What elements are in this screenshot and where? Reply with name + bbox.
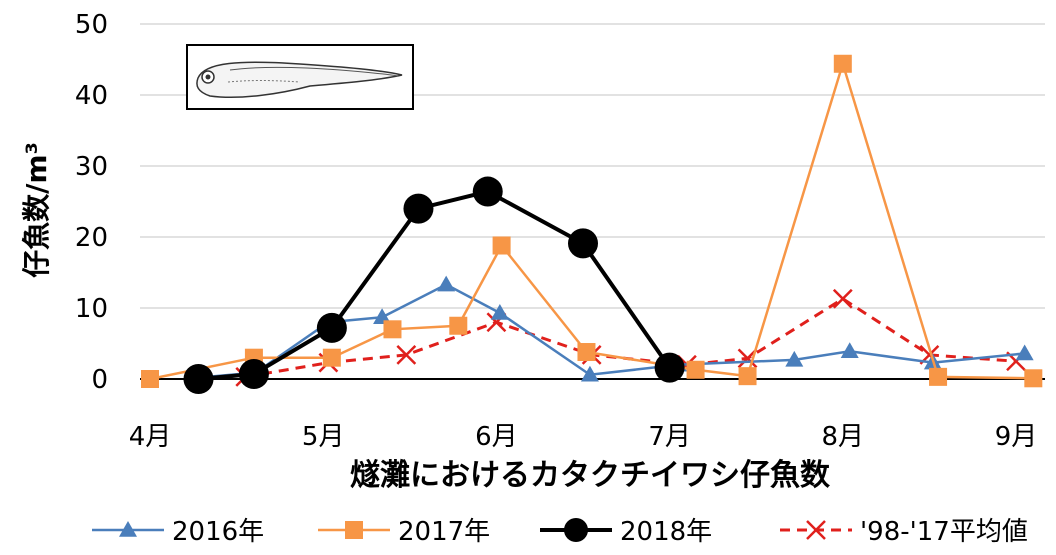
data-point (396, 344, 417, 365)
x-tick-label: 9月 (995, 422, 1038, 452)
legend-item: 2018年 (540, 517, 712, 547)
x-tick-label: 5月 (302, 422, 345, 452)
data-point (141, 370, 159, 388)
y-tick-label: 40 (75, 81, 108, 111)
data-point (119, 521, 137, 537)
data-point (833, 54, 852, 73)
data-point (316, 312, 347, 343)
data-point (490, 303, 509, 320)
series-line (245, 296, 1017, 379)
x-tick-label: 7月 (648, 422, 691, 452)
data-point (238, 359, 269, 390)
series-3 (235, 288, 1026, 387)
series-line (149, 59, 1034, 381)
x-tick-labels: 4月 5月 6月 7月 8月 9月 (129, 422, 1038, 452)
legend-label: 2017年 (398, 517, 490, 547)
series-2 (183, 176, 685, 394)
legend-label: 2018年 (620, 517, 712, 547)
x-tick-label: 8月 (822, 422, 865, 452)
legend-label: '98-'17平均値 (860, 517, 1028, 547)
data-point (577, 343, 596, 362)
data-point (568, 228, 598, 259)
data-point (449, 316, 468, 335)
data-point (1015, 344, 1034, 361)
legend-item: '98-'17平均値 (780, 517, 1028, 547)
data-point (654, 352, 685, 383)
data-point (322, 348, 341, 367)
x-axis-label: 燧灘におけるカタクチイワシ仔魚数 (350, 458, 831, 493)
x-tick-label: 6月 (475, 422, 518, 452)
series-layer (141, 54, 1043, 394)
data-point (472, 176, 503, 207)
data-point (492, 236, 511, 255)
data-point (564, 518, 588, 542)
data-point (183, 364, 214, 394)
data-point (383, 320, 402, 339)
legend: 2016年 2017年 2018年 '98-'17平均値 (92, 517, 1028, 547)
y-tick-label: 10 (75, 294, 108, 324)
y-tick-label: 50 (75, 10, 108, 40)
y-tick-label: 0 (91, 365, 108, 395)
legend-item: 2017年 (318, 517, 490, 547)
data-point (373, 308, 392, 324)
data-point (345, 521, 363, 539)
data-point (1024, 369, 1043, 388)
y-tick-label: 20 (75, 223, 108, 253)
data-point (929, 367, 948, 386)
data-point (806, 520, 826, 540)
x-tick-label: 4月 (129, 422, 172, 452)
series-0 (189, 275, 1034, 385)
data-point (686, 360, 705, 379)
data-point (580, 365, 599, 382)
legend-label: 2016年 (172, 517, 264, 547)
y-tick-labels: 0 10 20 30 40 50 (75, 10, 108, 395)
data-point (832, 288, 853, 309)
series-line (198, 189, 672, 381)
data-point (840, 342, 859, 359)
data-point (437, 275, 456, 292)
y-tick-label: 30 (75, 152, 108, 182)
larva-illustration (186, 44, 414, 110)
data-point (738, 367, 757, 386)
series-line (198, 283, 1025, 379)
data-point (785, 350, 804, 367)
y-axis-label: 仔魚数/m³ (20, 142, 53, 278)
legend-item: 2016年 (92, 517, 264, 547)
data-point (403, 193, 434, 224)
